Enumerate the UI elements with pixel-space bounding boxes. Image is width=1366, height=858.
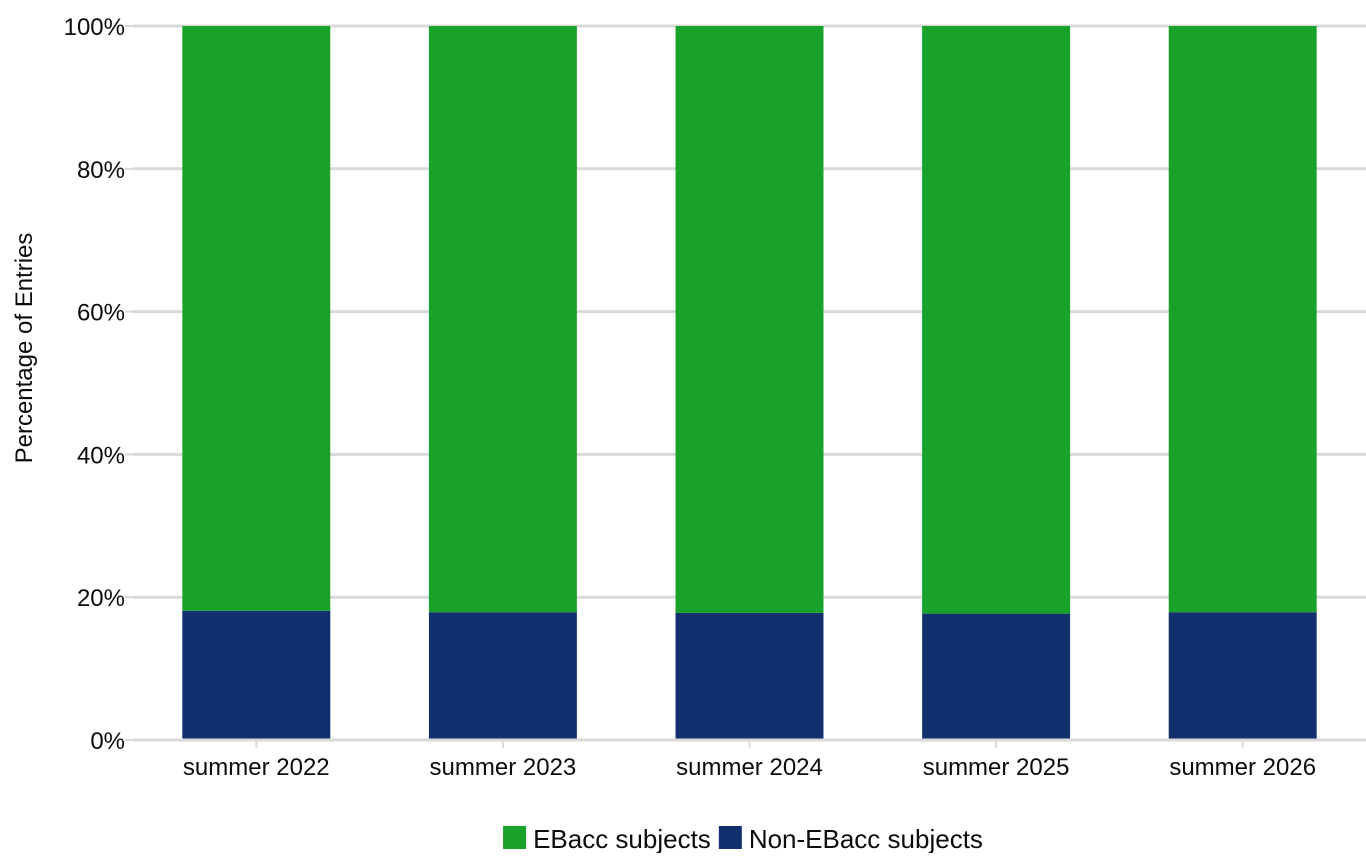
axes: 0% 20% 40% 60% 80% 100% summer 2022 summer 2023… (64, 14, 1366, 781)
bar-segment-non-ebacc-subjects (1168, 612, 1317, 740)
legend-swatch (718, 826, 742, 849)
legend-item: Non-EBacc subjects (718, 824, 983, 854)
x-tick-label: summer 2024 (676, 754, 823, 781)
y-tick-label: 60% (77, 300, 125, 327)
y-tick-label: 100% (64, 14, 125, 41)
y-tick-label: 40% (77, 442, 125, 469)
legend-label: Non-EBacc subjects (749, 824, 983, 853)
legend: EBacc subjects Non-EBacc subjects (503, 824, 983, 854)
legend-label: EBacc subjects (533, 824, 711, 853)
x-tick-label: summer 2023 (430, 754, 577, 781)
y-tick-label: 80% (77, 157, 125, 184)
y-tick-label: 0% (90, 728, 125, 755)
x-tick-label: summer 2026 (1169, 754, 1316, 781)
bar-segment-ebacc-subjects (428, 26, 577, 613)
bar-segment-non-ebacc-subjects (428, 612, 577, 740)
x-tick-label: summer 2022 (183, 754, 330, 781)
x-tick-label: summer 2025 (923, 754, 1070, 781)
y-tick-label: 20% (77, 585, 125, 612)
bar-segment-non-ebacc-subjects (675, 612, 824, 740)
legend-swatch (503, 826, 527, 849)
bar-segment-ebacc-subjects (922, 26, 1071, 614)
bar-segment-non-ebacc-subjects (182, 610, 331, 740)
bar-segment-ebacc-subjects (182, 26, 331, 611)
bar-segment-ebacc-subjects (675, 26, 824, 613)
legend-item: EBacc subjects (503, 824, 711, 854)
y-axis-title: Percentage of Entries (11, 233, 38, 464)
bars (182, 26, 1317, 740)
bar-segment-non-ebacc-subjects (922, 613, 1071, 740)
bar-segment-ebacc-subjects (1168, 26, 1317, 613)
